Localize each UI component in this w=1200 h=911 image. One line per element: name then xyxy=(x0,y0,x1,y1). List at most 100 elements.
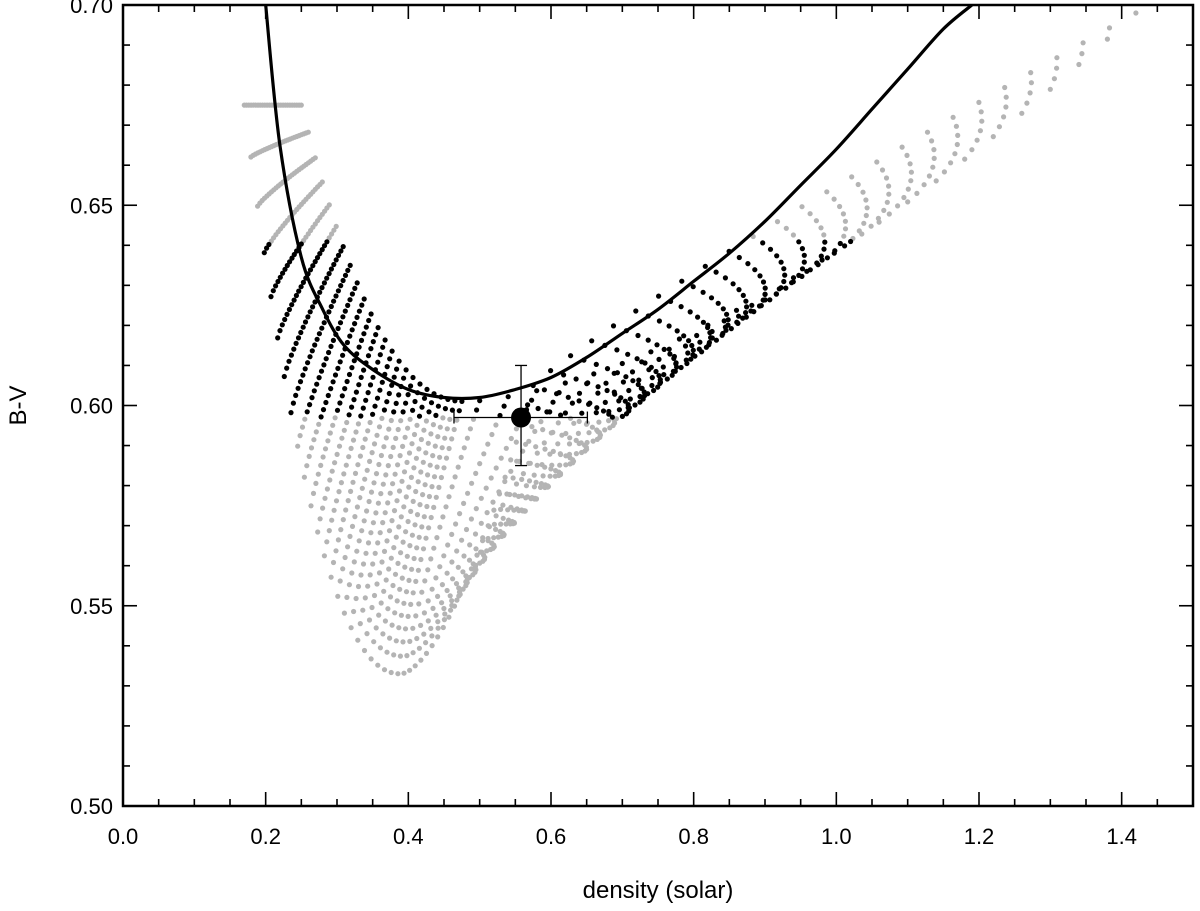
selected-model-point xyxy=(757,273,763,279)
model-point xyxy=(508,468,514,474)
selected-model-point xyxy=(616,407,623,413)
model-point xyxy=(428,556,434,562)
model-point xyxy=(881,207,887,213)
model-point xyxy=(341,427,347,433)
model-point xyxy=(439,582,445,588)
selected-model-point xyxy=(801,259,807,265)
selected-model-point xyxy=(352,285,358,291)
model-point xyxy=(512,492,518,498)
model-point xyxy=(308,503,314,509)
selected-model-point xyxy=(358,413,364,419)
selected-model-point xyxy=(380,344,386,350)
model-point xyxy=(343,507,349,513)
model-point xyxy=(441,465,447,471)
model-point xyxy=(415,567,421,573)
selected-model-point xyxy=(346,371,353,378)
model-point xyxy=(547,451,553,457)
selected-model-point xyxy=(363,324,369,330)
selected-model-point xyxy=(474,407,480,413)
selected-model-point xyxy=(307,354,313,360)
model-point xyxy=(392,610,398,616)
selected-model-point xyxy=(497,412,503,419)
model-point xyxy=(374,581,380,587)
model-point xyxy=(886,183,892,189)
model-point xyxy=(976,99,982,105)
model-point xyxy=(448,607,454,613)
x-axis-title: density (solar) xyxy=(583,877,734,904)
model-point xyxy=(411,431,418,438)
model-point xyxy=(430,422,436,428)
selected-model-point xyxy=(799,246,806,252)
model-point xyxy=(421,610,427,616)
selected-model-point xyxy=(609,414,616,420)
model-point xyxy=(433,612,439,618)
model-point xyxy=(400,539,406,545)
model-point xyxy=(419,524,425,530)
selected-model-point xyxy=(426,409,432,415)
model-point xyxy=(1054,65,1060,71)
model-point xyxy=(533,479,539,485)
selected-model-point xyxy=(319,285,325,291)
model-point xyxy=(454,417,460,423)
model-point xyxy=(364,508,370,514)
selected-model-point xyxy=(690,347,696,353)
selected-model-point xyxy=(305,314,311,320)
model-point xyxy=(404,653,410,659)
model-point xyxy=(908,169,915,175)
model-point xyxy=(368,530,374,536)
model-point xyxy=(317,516,323,522)
model-point xyxy=(393,435,399,441)
selected-model-point xyxy=(767,297,773,303)
selected-model-point xyxy=(604,366,611,372)
selected-model-point xyxy=(366,317,372,324)
model-point xyxy=(540,427,546,433)
model-point xyxy=(513,439,519,445)
model-point xyxy=(488,475,494,481)
model-point xyxy=(398,612,404,618)
selected-model-point xyxy=(736,254,742,261)
model-point xyxy=(456,593,462,599)
selected-model-point xyxy=(373,332,379,338)
model-point xyxy=(324,539,330,545)
model-point xyxy=(315,471,321,477)
model-point xyxy=(497,528,503,535)
model-point xyxy=(454,597,460,603)
selected-model-point xyxy=(403,367,409,373)
x-tick-label: 0.8 xyxy=(678,824,709,849)
model-point xyxy=(774,219,781,225)
model-point xyxy=(1019,110,1025,116)
selected-model-point xyxy=(534,388,540,394)
model-point xyxy=(429,484,435,490)
model-point xyxy=(842,226,849,232)
selected-model-point xyxy=(635,332,641,339)
selected-model-point xyxy=(660,364,666,370)
model-point xyxy=(422,578,428,584)
selected-model-point xyxy=(715,300,721,306)
model-point xyxy=(418,436,424,443)
model-point xyxy=(437,454,443,460)
model-point xyxy=(559,432,565,438)
model-point xyxy=(401,469,408,475)
model-point xyxy=(842,218,849,224)
selected-model-point xyxy=(340,314,346,320)
model-point xyxy=(397,453,403,459)
selected-model-point xyxy=(318,414,324,420)
model-point xyxy=(377,645,383,651)
model-point xyxy=(426,493,432,500)
model-point xyxy=(435,593,441,600)
model-point xyxy=(302,416,308,422)
selected-model-point xyxy=(305,360,311,366)
model-point xyxy=(449,598,455,604)
model-point xyxy=(955,132,961,138)
model-point xyxy=(414,422,420,428)
model-point xyxy=(450,576,456,582)
model-point xyxy=(576,418,582,424)
selected-model-point xyxy=(604,387,610,394)
model-point xyxy=(348,625,354,631)
selected-model-point xyxy=(384,399,390,405)
model-point xyxy=(1001,114,1007,120)
model-point xyxy=(403,494,409,500)
model-point xyxy=(326,202,332,208)
selected-model-point xyxy=(821,246,827,252)
model-point xyxy=(483,485,489,491)
